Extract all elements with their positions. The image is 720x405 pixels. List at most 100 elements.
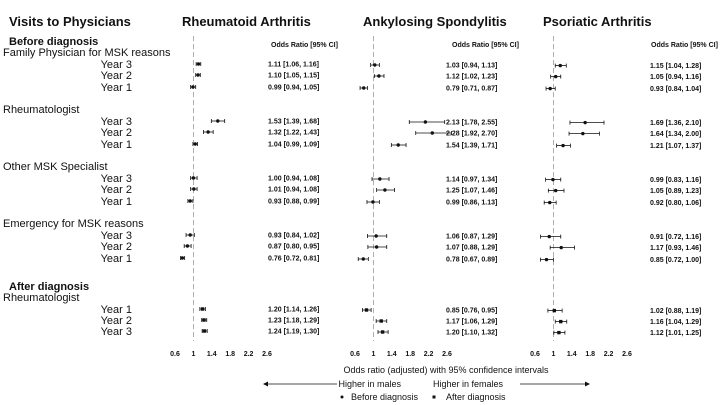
or-ci-label: 1.03 [0.94, 1.13] <box>446 63 497 70</box>
estimate-point <box>547 234 551 239</box>
or-ci-label: 1.20 [1.14, 1.26] <box>268 307 319 314</box>
estimate-point <box>378 177 382 181</box>
estimate-point <box>191 85 195 89</box>
panel-title: Psoriatic Arthritis <box>543 14 652 29</box>
row-label: Year 1 <box>101 253 132 265</box>
estimate-point <box>544 257 549 262</box>
or-ci-label: 1.12 [1.02, 1.23] <box>446 74 497 81</box>
estimate-point <box>551 177 555 182</box>
or-ci-label: 0.78 [0.67, 0.89] <box>446 257 497 264</box>
or-ci-label: 0.99 [0.86, 1.13] <box>446 200 497 207</box>
rows-title: Visits to Physicians <box>9 14 131 29</box>
row-label: Year 1 <box>101 304 132 316</box>
estimate-point <box>188 199 192 203</box>
legend: Before diagnosis After diagnosis <box>340 392 506 402</box>
row-label: Year 3 <box>101 116 132 128</box>
estimate-square <box>379 319 383 323</box>
or-ci-label: 0.76 [0.72, 0.81] <box>268 256 319 263</box>
direction-label-right: Higher in females <box>433 379 504 389</box>
or-ci-label: 0.85 [0.76, 0.95] <box>446 308 497 315</box>
x-tick-label: 1 <box>191 351 195 358</box>
or-ci-label: 1.64 [1.34, 2.00] <box>650 131 701 138</box>
x-tick-label: 0.6 <box>170 351 180 358</box>
or-ci-label: 1.25 [1.07, 1.46] <box>446 188 497 195</box>
or-ci-label: 1.10 [1.05, 1.15] <box>268 73 319 80</box>
or-ci-label: 1.05 [0.94, 1.16] <box>650 74 701 81</box>
estimate-point <box>371 200 375 204</box>
or-ci-label: 1.23 [1.18, 1.29] <box>268 318 319 325</box>
estimate-point <box>561 143 565 148</box>
estimate-point <box>396 143 400 147</box>
estimate-square <box>202 329 207 333</box>
estimate-point <box>558 63 562 68</box>
estimate-point <box>191 176 196 180</box>
or-ci-label: 0.93 [0.84, 1.02] <box>268 233 319 240</box>
legend-label-before: Before diagnosis <box>351 392 419 402</box>
x-axis-label: Odds ratio (adjusted) with 95% confidenc… <box>343 365 549 375</box>
legend-label-after: After diagnosis <box>446 392 506 402</box>
arrow-right-icon <box>585 381 590 387</box>
estimate-square <box>200 307 205 311</box>
or-ci-label: 1.20 [1.10, 1.32] <box>446 330 497 337</box>
group-label: Rheumatologist <box>3 292 79 304</box>
estimate-point <box>581 131 585 136</box>
x-tick-label: 1.8 <box>225 351 235 358</box>
panel-1: Rheumatoid Arthritis Odds Ratio [95% CI] 0… <box>170 14 338 358</box>
row-label: Year 2 <box>101 315 132 327</box>
or-ci-label: 1.17 [1.06, 1.29] <box>446 319 497 326</box>
estimate-point <box>554 188 558 193</box>
or-ci-label: 1.17 [0.93, 1.46] <box>650 245 701 252</box>
estimate-point <box>554 74 558 79</box>
row-label: Year 2 <box>101 241 132 253</box>
x-tick-label: 1 <box>371 351 375 358</box>
or-ci-label: 0.91 [0.72, 1.16] <box>650 234 701 241</box>
or-ci-label: 1.04 [0.99, 1.09] <box>268 142 319 149</box>
or-ci-label: 1.15 [1.04, 1.28] <box>650 63 701 70</box>
or-ci-label: 1.53 [1.39, 1.68] <box>268 119 319 126</box>
estimate-square <box>364 308 369 312</box>
estimate-square <box>557 330 561 335</box>
direction-right: Higher in females <box>433 379 590 389</box>
row-label: Year 3 <box>101 230 132 242</box>
group-label: Other MSK Specialist <box>3 161 108 173</box>
estimate-point <box>374 234 378 238</box>
or-ci-label: 2.28 [1.92, 2.70] <box>446 131 497 138</box>
x-tick-label: 2.2 <box>244 351 254 358</box>
or-ci-label: 0.93 [0.84, 1.04] <box>650 86 701 93</box>
or-ci-label: 1.12 [1.01, 1.25] <box>650 330 701 337</box>
direction-label-left: Higher in males <box>338 379 401 389</box>
x-tick-label: 2.2 <box>424 351 434 358</box>
or-ci-label: 0.79 [0.71, 0.87] <box>446 86 497 93</box>
estimate-square <box>552 308 557 313</box>
estimate-point <box>362 86 366 90</box>
panel-2: Ankylosing Spondylitis Odds Ratio [95% CI… <box>350 14 519 358</box>
or-ci-label: 1.11 [1.06, 1.16] <box>268 62 319 69</box>
estimate-point <box>196 62 201 66</box>
estimate-point <box>548 200 552 205</box>
estimate-point <box>185 244 190 248</box>
row-label: Year 3 <box>101 59 132 71</box>
estimate-point <box>361 257 365 261</box>
or-ci-label: 1.16 [1.04, 1.29] <box>650 319 701 326</box>
estimate-point <box>196 73 200 77</box>
x-tick-label: 2.6 <box>442 351 452 358</box>
or-ci-label: 0.93 [0.88, 0.99] <box>268 199 319 206</box>
x-tick-label: 0.6 <box>350 351 360 358</box>
row-label: Year 1 <box>101 82 132 94</box>
estimate-point <box>373 63 377 67</box>
estimate-point <box>216 119 220 123</box>
x-tick-label: 1.8 <box>405 351 415 358</box>
or-ci-label: 1.07 [0.88, 1.29] <box>446 245 497 252</box>
or-ci-label: 1.54 [1.39, 1.71] <box>446 143 497 150</box>
x-tick-label: 2.6 <box>262 351 272 358</box>
or-ci-label: 0.85 [0.72, 1.00] <box>650 257 701 264</box>
or-ci-label: 1.21 [1.07, 1.37] <box>650 143 701 150</box>
or-ci-label: 2.13 [1.78, 2.55] <box>446 120 497 127</box>
estimate-point <box>192 187 196 191</box>
x-tick-label: 1.4 <box>207 351 217 358</box>
legend-marker-square <box>432 395 436 399</box>
estimate-square <box>559 319 563 324</box>
row-label: Year 3 <box>101 326 132 338</box>
estimate-point <box>188 233 192 237</box>
